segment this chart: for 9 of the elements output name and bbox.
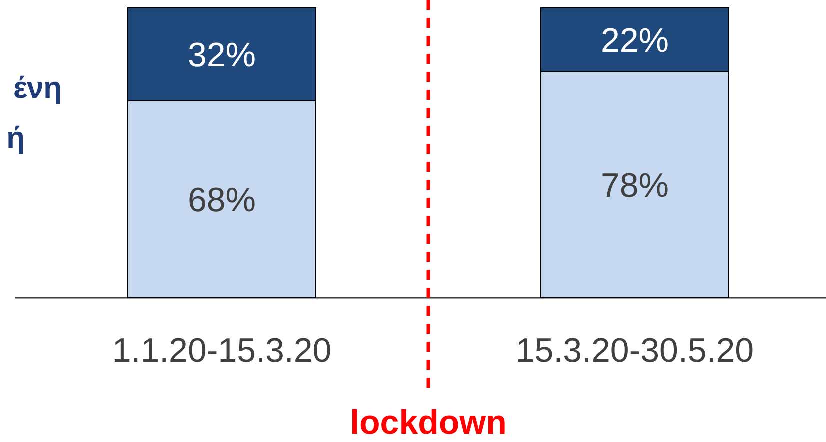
x-tick-label: 1.1.20-15.3.20 bbox=[112, 332, 332, 370]
annotation: ή bbox=[6, 122, 25, 155]
text: lockdown bbox=[350, 404, 507, 442]
x-tick-label: 15.3.20-30.5.20 bbox=[516, 332, 754, 370]
data-label: 32% bbox=[188, 36, 256, 74]
data-label: 22% bbox=[600, 22, 670, 60]
data-label: 78% bbox=[600, 166, 670, 205]
data-label: 68% bbox=[188, 181, 256, 220]
annotation: ένη bbox=[13, 72, 62, 105]
